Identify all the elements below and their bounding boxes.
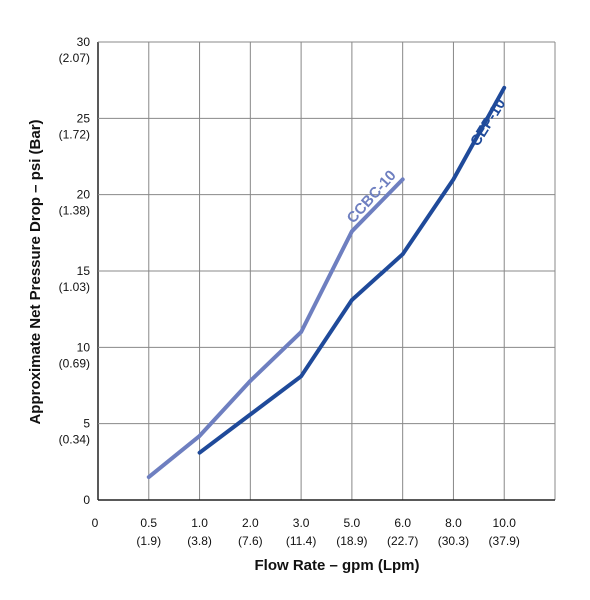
y-tick-labels: 0 5 (0.34) 10 (0.69) 15 (1.03) 20 (1.38) 25 (1.72)… xyxy=(59,35,91,507)
x-tick-label-origin: 0 xyxy=(92,516,99,530)
y-tick-sublabel: (0.69) xyxy=(59,356,90,370)
y-tick-label: 20 xyxy=(77,188,91,202)
x-tick-sublabel: (18.9) xyxy=(336,534,367,548)
x-tick-sublabel: (22.7) xyxy=(387,534,418,548)
y-tick-sublabel: (1.03) xyxy=(59,280,90,294)
x-tick-label: 5.0 xyxy=(344,516,361,530)
grid xyxy=(97,41,556,501)
x-tick-label: 10.0 xyxy=(493,516,517,530)
y-tick-label: 0 xyxy=(83,493,90,507)
y-tick-label: 5 xyxy=(83,417,90,431)
x-tick-label: 1.0 xyxy=(191,516,208,530)
x-tick-label: 8.0 xyxy=(445,516,462,530)
x-axis-title: Flow Rate – gpm (Lpm) xyxy=(255,557,420,574)
series-line-cep-10 xyxy=(197,85,507,455)
x-tick-sublabel: (3.8) xyxy=(187,534,212,548)
x-tick-label: 2.0 xyxy=(242,516,259,530)
x-tick-label: 3.0 xyxy=(293,516,310,530)
y-axis-title: Approximate Net Pressure Drop – psi (Bar… xyxy=(27,119,44,424)
x-tick-sublabel: (37.9) xyxy=(489,534,520,548)
series-label-cep-10: CEP-10 xyxy=(467,96,509,150)
y-tick-sublabel: (0.34) xyxy=(59,433,90,447)
y-tick-sublabel: (1.72) xyxy=(59,127,90,141)
series-line-ccbc-10 xyxy=(146,177,405,480)
y-tick-sublabel: (1.38) xyxy=(59,204,90,218)
x-tick-sublabel: (30.3) xyxy=(438,534,469,548)
x-tick-labels: 0 0.5 (1.9) 1.0 (3.8) 2.0 (7.6) 3.0 (11.4) 5.0 (18… xyxy=(92,516,520,548)
y-tick-label: 30 xyxy=(77,35,91,49)
x-tick-label: 0.5 xyxy=(140,516,157,530)
y-tick-label: 15 xyxy=(77,264,91,278)
x-tick-sublabel: (1.9) xyxy=(136,534,161,548)
x-tick-label: 6.0 xyxy=(394,516,411,530)
x-tick-sublabel: (11.4) xyxy=(286,534,316,548)
y-tick-sublabel: (2.07) xyxy=(59,51,90,65)
x-tick-sublabel: (7.6) xyxy=(238,534,263,548)
series-layer xyxy=(146,85,507,480)
y-tick-label: 25 xyxy=(77,111,91,125)
y-tick-label: 10 xyxy=(77,340,91,354)
